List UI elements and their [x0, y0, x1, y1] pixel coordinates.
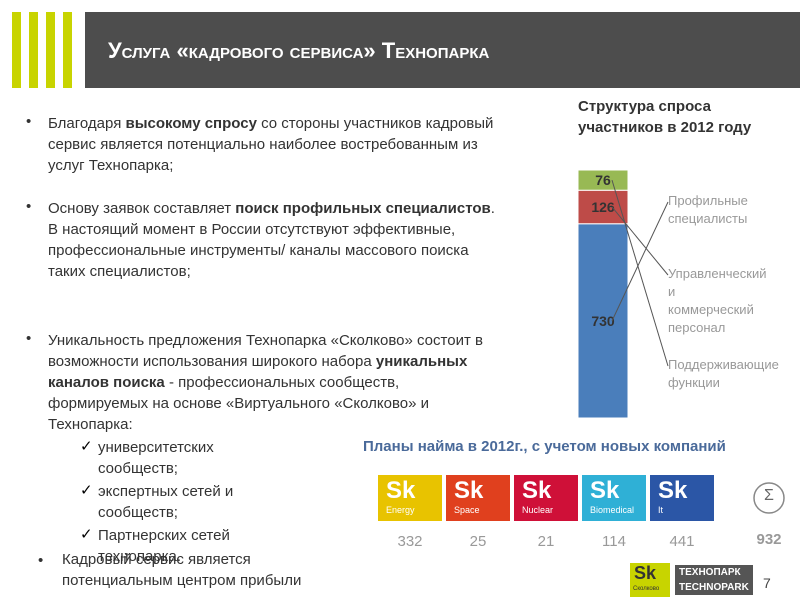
tile-logo: Sk	[386, 477, 416, 504]
stripe	[63, 12, 72, 88]
brand-en: TECHNOPARK	[679, 582, 749, 593]
paragraph: Благодаря высокому спросу со стороны уча…	[48, 113, 498, 176]
bottom-bullet: Кадровый сервис является потенциальным ц…	[62, 551, 302, 589]
cluster-value: 21	[537, 533, 555, 550]
bar-segment	[577, 169, 629, 191]
check-mark: ✓	[80, 438, 93, 455]
text-run: поиск профильных специалистов	[235, 200, 491, 217]
leader-line	[611, 201, 669, 322]
total: 932	[756, 531, 782, 548]
cluster-value: 332	[397, 533, 423, 550]
text-run: - профессиональных сообществ, формируемы…	[48, 374, 429, 433]
tile-name: Nuclear	[522, 505, 554, 515]
check-item: университетских сообществ;	[98, 439, 214, 477]
cluster-value: 114	[602, 533, 626, 550]
text-run: Благодаря	[48, 115, 126, 132]
bullet-dot: •	[26, 198, 32, 215]
segment-label: Профильные специалисты	[668, 193, 748, 226]
bullet-dot: •	[26, 113, 32, 130]
tile-name: It	[658, 505, 664, 515]
page-number: 7	[763, 575, 771, 591]
cluster-tile: Sk Biomedical	[582, 475, 646, 521]
stripe	[12, 12, 21, 88]
check-item: Партнерских сетей технопарка.	[98, 527, 230, 565]
bullet-dot: •	[38, 552, 44, 569]
cluster-tile: Sk Nuclear	[514, 475, 578, 521]
text-run: Уникальность предложения Технопарка «Ско…	[48, 332, 483, 370]
paragraph: Основу заявок составляет поиск профильны…	[48, 198, 498, 282]
header-band	[85, 12, 800, 88]
cluster-tile: Sk It	[650, 475, 714, 521]
bullet-dot: •	[26, 330, 32, 347]
segment-value: 126	[591, 199, 615, 215]
tile-name: Biomedical	[590, 505, 635, 515]
check-item: экспертных сетей и сообществ;	[98, 483, 234, 521]
footer-logo-sub: Сколково	[633, 586, 660, 592]
leader-line	[611, 179, 669, 367]
segment-value: 730	[591, 313, 615, 329]
segment-label: Поддерживающие функции	[668, 357, 779, 390]
cluster-tile: Sk Space	[446, 475, 510, 521]
segment-label: Управленческий и коммерческий персонал	[668, 266, 767, 335]
text-run: высокому спросу	[125, 115, 257, 132]
tile-name: Energy	[386, 505, 415, 515]
chart-title: Структура спроса участников в 2012 году	[578, 98, 752, 136]
tile-logo: Sk	[522, 477, 552, 504]
paragraph: Уникальность предложения Технопарка «Ско…	[48, 330, 498, 435]
check-mark: ✓	[80, 526, 93, 543]
stacked-bar: 730 126 76	[577, 169, 669, 419]
cluster-value: 25	[469, 533, 487, 550]
text-run: . В настоящий момент в России отсутствую…	[48, 200, 495, 280]
sum-circle	[753, 482, 785, 514]
segment-value: 76	[595, 172, 611, 188]
hiring-title: Планы найма в 2012г., с учетом новых ком…	[363, 438, 726, 455]
text-run: со стороны участников кадровый сервис яв…	[48, 115, 494, 174]
text-run: Основу заявок составляет	[48, 200, 236, 217]
sum-symbol: Σ	[764, 487, 774, 504]
stripe	[29, 12, 38, 88]
footer-logo-box	[630, 563, 670, 597]
tile-name: Space	[454, 505, 480, 515]
stripe	[46, 12, 55, 88]
leader-line	[611, 206, 669, 276]
bar-segment	[577, 223, 629, 419]
cluster-value: 441	[669, 533, 695, 550]
footer-logo: Sk	[634, 563, 657, 583]
title: Услуга «кадрового сервиса» Технопарка	[108, 38, 490, 63]
brand-ru: ТЕХНОПАРК	[679, 567, 741, 578]
tile-logo: Sk	[454, 477, 484, 504]
text-run: уникальных каналов поиска	[48, 353, 468, 391]
check-mark: ✓	[80, 482, 93, 499]
tile-logo: Sk	[658, 477, 688, 504]
cluster-tile: Sk Energy	[378, 475, 442, 521]
footer-brand-box	[675, 565, 753, 595]
tile-logo: Sk	[590, 477, 620, 504]
